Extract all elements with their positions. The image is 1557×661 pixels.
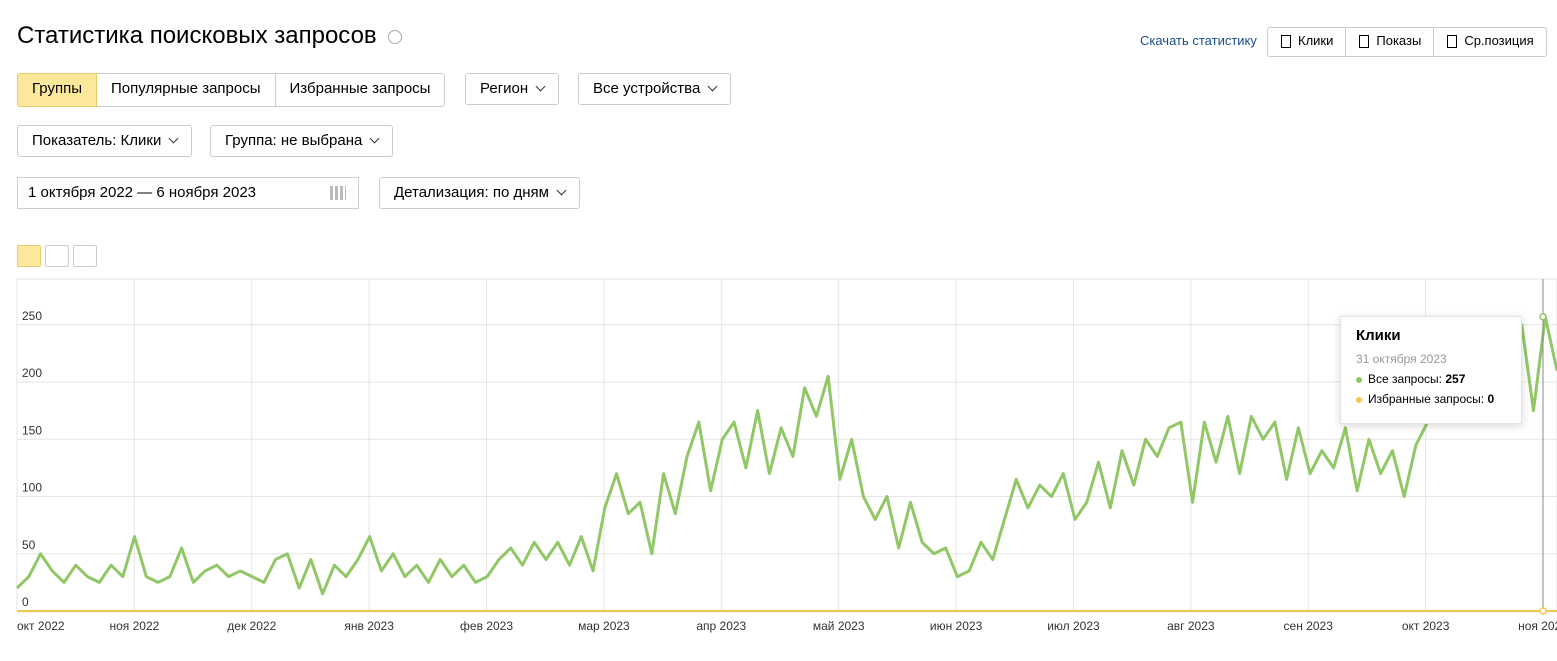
tooltip-dot [1356, 397, 1362, 403]
x-tick-label: ноя 2023 [1518, 619, 1557, 633]
series-line [15, 315, 1557, 596]
x-tick-label: сен 2023 [1284, 619, 1334, 633]
x-tick-label: апр 2023 [696, 619, 746, 633]
x-tick-label: окт 2023 [1402, 619, 1450, 633]
y-tick-label: 100 [22, 481, 42, 495]
tooltip-row: Все запросы: 257 [1356, 372, 1506, 386]
x-tick-label: май 2023 [813, 619, 865, 633]
page-title: Статистика поисковых запросов [17, 22, 377, 49]
tab-group: Группы Популярные запросы Избранные запр… [17, 73, 446, 107]
x-tick-label: июн 2023 [930, 619, 983, 633]
x-tick-label: мар 2023 [578, 619, 630, 633]
tab[interactable]: Избранные запросы [275, 73, 446, 107]
calendar-icon[interactable] [330, 186, 346, 200]
hover-point [1539, 313, 1547, 321]
tooltip-title: Клики [1356, 327, 1401, 344]
chart-type-pie[interactable] [73, 245, 97, 267]
info-icon[interactable] [388, 30, 402, 44]
tooltip-dot [1356, 377, 1362, 383]
tooltip-date: 31 октября 2023 [1356, 352, 1447, 366]
y-tick-label: 150 [22, 423, 42, 437]
x-tick-label: окт 2022 [17, 619, 65, 633]
tooltip: Клики 31 октября 2023 Все запросы: 257 И… [1340, 316, 1522, 424]
metric-select[interactable]: Показатель: Клики [17, 125, 193, 157]
export-button[interactable]: Клики [1267, 27, 1347, 57]
region-select[interactable]: Регион [465, 73, 560, 105]
group-select[interactable]: Группа: не выбрана [210, 125, 394, 157]
x-tick-label: ноя 2022 [109, 619, 159, 633]
tooltip-row: Избранные запросы: 0 [1356, 392, 1506, 406]
export-group: Клики Показы Ср.позиция [1267, 27, 1547, 57]
tab[interactable]: Группы [17, 73, 97, 107]
y-tick-label: 0 [22, 595, 29, 609]
tooltip-value: 257 [1445, 372, 1466, 386]
detail-select[interactable]: Детализация: по дням [379, 177, 580, 209]
x-tick-label: дек 2022 [227, 619, 276, 633]
tab[interactable]: Популярные запросы [96, 73, 276, 107]
date-range[interactable]: 1 октября 2022 — 6 ноября 2023 [17, 177, 359, 209]
device-select[interactable]: Все устройства [578, 73, 732, 105]
tooltip-label: Все запросы: [1368, 372, 1442, 386]
x-tick-label: янв 2023 [344, 619, 394, 633]
chart-type-line[interactable] [17, 245, 41, 267]
tooltip-label: Избранные запросы: [1368, 392, 1485, 406]
y-tick-label: 50 [22, 538, 36, 552]
export-button[interactable]: Ср.позиция [1434, 27, 1547, 57]
x-tick-label: фев 2023 [460, 619, 513, 633]
y-tick-label: 250 [22, 309, 42, 323]
download-link[interactable]: Скачать статистику [1140, 33, 1257, 48]
tooltip-value: 0 [1487, 392, 1495, 406]
y-tick-label: 200 [22, 366, 42, 380]
x-tick-label: июл 2023 [1047, 619, 1100, 633]
x-tick-label: авг 2023 [1167, 619, 1215, 633]
export-button[interactable]: Показы [1346, 27, 1435, 57]
chart-type-area[interactable] [45, 245, 69, 267]
hover-point [1539, 607, 1547, 615]
